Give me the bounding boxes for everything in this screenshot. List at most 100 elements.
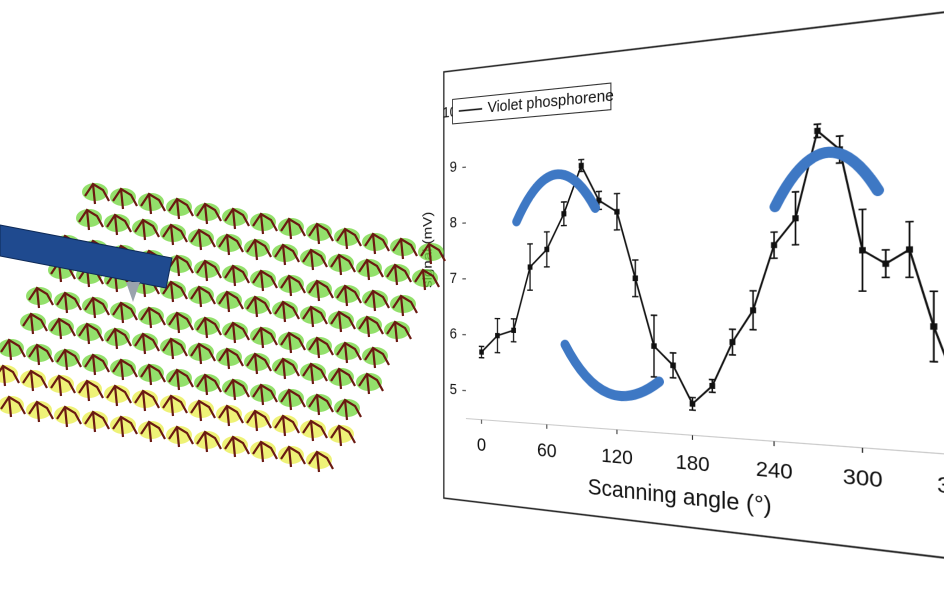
y-tick-label: 6 bbox=[450, 324, 458, 342]
atom-halo bbox=[362, 290, 388, 308]
atom-halo bbox=[104, 214, 130, 232]
x-tick-label: 240 bbox=[756, 456, 793, 484]
bond bbox=[28, 400, 54, 423]
bond bbox=[224, 378, 250, 401]
bond bbox=[330, 424, 356, 447]
data-point bbox=[495, 332, 500, 339]
bond bbox=[280, 217, 306, 240]
bond bbox=[218, 233, 244, 256]
data-point bbox=[689, 400, 696, 407]
atom-halo bbox=[132, 390, 158, 408]
chart: signal (mV) Scanning angle (°) 567891006… bbox=[420, 0, 944, 572]
bond bbox=[78, 379, 104, 402]
x-tick-label: 300 bbox=[843, 463, 883, 492]
bond bbox=[252, 269, 278, 292]
bond bbox=[50, 317, 76, 340]
bond bbox=[140, 192, 166, 215]
bond bbox=[336, 341, 362, 364]
atom-halo bbox=[250, 441, 276, 459]
atom-halo bbox=[278, 446, 304, 464]
bond bbox=[134, 389, 160, 412]
bond bbox=[162, 394, 188, 417]
atom-halo bbox=[244, 296, 270, 314]
bond bbox=[168, 197, 194, 220]
atom-halo bbox=[138, 307, 164, 325]
bond bbox=[0, 364, 20, 387]
atom-halo bbox=[306, 394, 332, 412]
atom-halo bbox=[300, 249, 326, 267]
bond bbox=[140, 363, 166, 386]
atom-halo bbox=[110, 188, 136, 206]
atom-halo bbox=[26, 401, 52, 419]
y-tick-label: 8 bbox=[450, 213, 458, 231]
bond bbox=[84, 182, 110, 205]
x-tick-label: 180 bbox=[676, 450, 710, 477]
atom-halo bbox=[20, 370, 46, 388]
bond bbox=[330, 253, 356, 276]
atom-halo bbox=[166, 312, 192, 330]
bond bbox=[140, 420, 166, 443]
atom-halo bbox=[160, 224, 186, 242]
panel-frame bbox=[444, 5, 944, 565]
atom-halo bbox=[26, 344, 52, 362]
atom-halo bbox=[334, 342, 360, 360]
atom-halo bbox=[278, 218, 304, 236]
atom-halo bbox=[250, 384, 276, 402]
atom-halo bbox=[82, 297, 108, 315]
bond bbox=[22, 369, 48, 392]
bond bbox=[330, 310, 356, 333]
atom-halo bbox=[160, 338, 186, 356]
atom-halo bbox=[188, 400, 214, 418]
bond bbox=[252, 212, 278, 235]
bond bbox=[224, 321, 250, 344]
bond bbox=[84, 353, 110, 376]
bond bbox=[134, 332, 160, 355]
x-tick-label: 0 bbox=[477, 433, 486, 455]
atom-halo bbox=[76, 209, 102, 227]
atom-halo bbox=[300, 306, 326, 324]
data-point bbox=[750, 307, 757, 314]
bond bbox=[106, 384, 132, 407]
atom-halo bbox=[334, 228, 360, 246]
atom-halo bbox=[300, 363, 326, 381]
bond bbox=[364, 289, 390, 312]
bond bbox=[112, 358, 138, 381]
bond bbox=[246, 295, 272, 318]
atom-halo bbox=[104, 385, 130, 403]
x-tick-label: 360 bbox=[937, 471, 944, 502]
bond bbox=[358, 372, 384, 395]
atom-halo bbox=[272, 244, 298, 262]
y-tick-label: 7 bbox=[450, 269, 458, 287]
data-point bbox=[578, 162, 584, 169]
bond bbox=[246, 409, 272, 432]
atom-halo bbox=[216, 405, 242, 423]
bond bbox=[162, 280, 188, 303]
bond bbox=[106, 327, 132, 350]
bond bbox=[140, 306, 166, 329]
atom-halo bbox=[194, 260, 220, 278]
bond bbox=[196, 316, 222, 339]
data-point bbox=[614, 208, 620, 215]
data-point bbox=[511, 327, 516, 334]
y-tick-label: 5 bbox=[450, 379, 458, 397]
atom-halo bbox=[110, 416, 136, 434]
bond bbox=[280, 388, 306, 411]
atom-halo bbox=[390, 295, 416, 313]
atom-halo bbox=[82, 411, 108, 429]
bond bbox=[308, 222, 334, 245]
data-point bbox=[479, 349, 484, 355]
atom-halo bbox=[76, 380, 102, 398]
bond bbox=[280, 445, 306, 468]
cantilever bbox=[0, 224, 173, 289]
bond bbox=[218, 347, 244, 370]
atom-halo bbox=[48, 375, 74, 393]
data-point bbox=[632, 275, 638, 282]
atom-halo bbox=[26, 287, 52, 305]
atom-halo bbox=[76, 323, 102, 341]
bond bbox=[112, 187, 138, 210]
y-tick-label: 9 bbox=[450, 157, 458, 175]
data-point bbox=[544, 246, 550, 253]
bond bbox=[308, 279, 334, 302]
bond bbox=[22, 312, 48, 335]
